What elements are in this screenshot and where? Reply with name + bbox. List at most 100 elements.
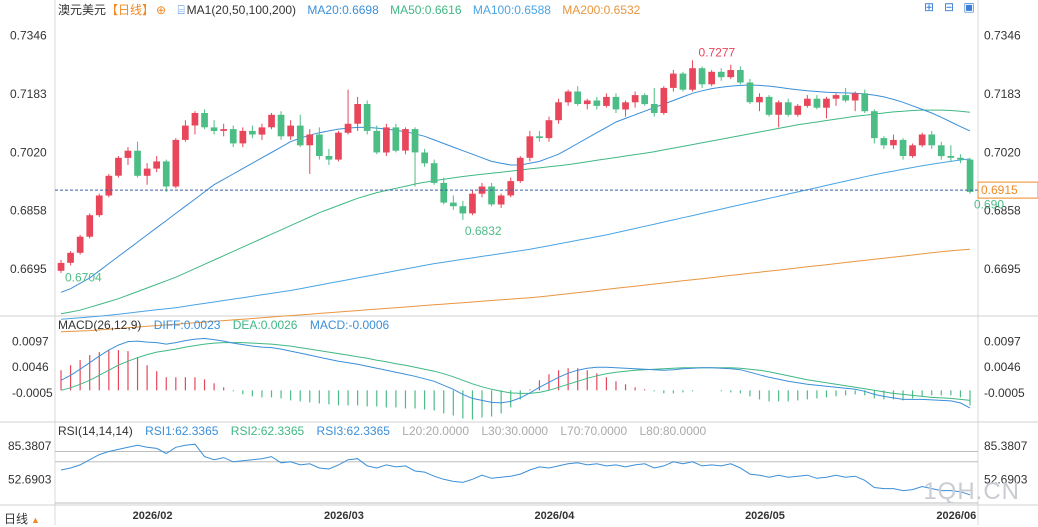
- candle-body: [440, 182, 448, 203]
- ma50-line: [60, 109, 971, 315]
- candle-body: [717, 71, 725, 78]
- candle-body: [249, 130, 256, 135]
- rsi-y-tick-right: 52.6903: [984, 473, 1028, 487]
- period-label[interactable]: 【日线】: [106, 3, 155, 17]
- candle-body: [105, 175, 113, 196]
- rsi-y-tick-left: 85.3807: [8, 439, 52, 453]
- candle-body: [689, 68, 696, 90]
- price-y-tick-left: 0.7346: [10, 29, 47, 43]
- candle-body: [411, 129, 419, 153]
- candle-body: [909, 145, 916, 157]
- candle-body: [804, 98, 811, 106]
- macd-name[interactable]: MACD(26,12,9): [58, 318, 142, 332]
- candle-body: [76, 236, 84, 253]
- candle-body: [928, 134, 936, 146]
- candle-body: [536, 136, 543, 139]
- rsi-l70-value: L70:70.0000: [560, 424, 628, 438]
- rsi-l30-value: L30:30.0000: [481, 424, 549, 438]
- rsi-y-tick-left: 52.6903: [8, 473, 52, 487]
- low-mid-annotation: 0.6832: [465, 224, 502, 238]
- candle-body: [526, 136, 534, 158]
- window-icon[interactable]: ▣: [963, 0, 975, 14]
- candle-body: [832, 95, 840, 99]
- rsi-l80-value: L80:80.0000: [639, 424, 707, 438]
- candle-body: [660, 87, 668, 113]
- candle-body: [507, 181, 515, 196]
- candle-body: [57, 262, 65, 271]
- split-icon[interactable]: ⊟: [943, 0, 955, 14]
- ma50-value: MA50:0.6616: [390, 3, 462, 17]
- x-tick-label: 2026/06: [936, 510, 976, 522]
- candle-body: [383, 127, 390, 153]
- macd-header: MACD(26,12,9) DIFF:0.0023 DEA:0.0026 MAC…: [58, 318, 398, 332]
- candle-body: [966, 159, 974, 192]
- price-y-tick-right: 0.7346: [984, 29, 1021, 43]
- ma-group-text: MA1(20,50,100,200): [186, 3, 297, 17]
- candle-body: [631, 95, 639, 103]
- x-tick-label: 2026/05: [745, 510, 785, 522]
- candle-body: [765, 96, 773, 115]
- candle-body: [469, 193, 476, 214]
- candle-body: [191, 113, 199, 126]
- candle-body: [641, 95, 648, 105]
- rsi3-value: RSI3:62.3365: [316, 424, 390, 438]
- candle-body: [583, 100, 591, 105]
- candle-body: [650, 104, 658, 113]
- candle-body: [459, 206, 467, 214]
- current-price-tag: 0.6915: [981, 183, 1018, 197]
- bottom-period-label[interactable]: 日线 ▲: [4, 510, 40, 527]
- candle-body: [67, 252, 74, 263]
- candle-body: [229, 129, 237, 144]
- candle-body: [115, 157, 122, 176]
- candle-body: [172, 139, 180, 187]
- rsi2-value: RSI2:62.3365: [230, 424, 305, 438]
- price-y-tick-right: 0.7183: [984, 87, 1021, 101]
- price-y-tick-right: 0.6695: [984, 262, 1021, 276]
- candle-body: [287, 125, 294, 137]
- macd-y-tick-left: 0.0097: [12, 335, 49, 349]
- macd-y-tick-left: 0.0046: [12, 360, 49, 374]
- candle-body: [124, 150, 132, 158]
- grid-icon[interactable]: ⊞: [923, 0, 935, 14]
- candle-body: [794, 105, 802, 115]
- period-settings-icon[interactable]: ⊕: [156, 3, 167, 17]
- macd-y-tick-right: -0.0005: [984, 386, 1025, 400]
- candle-body: [708, 71, 715, 85]
- candle-body: [296, 125, 304, 146]
- candle-body: [335, 132, 342, 160]
- rsi-line: [60, 443, 971, 496]
- high-annotation: 0.7277: [699, 45, 736, 59]
- candle-body: [402, 129, 409, 151]
- candle-body: [679, 73, 687, 90]
- low-start-annotation: 0.6704: [65, 271, 102, 285]
- candle-body: [392, 127, 400, 151]
- candle-body: [143, 168, 151, 176]
- candle-body: [239, 130, 247, 144]
- price-y-tick-left: 0.7020: [10, 145, 47, 159]
- candle-body: [756, 96, 763, 103]
- candle-body: [784, 102, 792, 115]
- candle-body: [363, 104, 371, 131]
- rsi-name[interactable]: RSI(14,14,14): [58, 424, 133, 438]
- ma-group-label[interactable]: ⌸ MA1(20,50,100,200): [177, 3, 296, 17]
- candle-body: [344, 123, 352, 133]
- ma-settings-icon: ⌸: [177, 3, 185, 17]
- caret-up-icon: ▲: [31, 515, 40, 525]
- price-y-tick-left: 0.6695: [10, 262, 47, 276]
- macd-diff-value: DIFF:0.0023: [153, 318, 221, 332]
- watermark-text: 1QH.CN: [923, 478, 1020, 505]
- toolbar-icons: ⊞ ⊟ ▣: [916, 0, 976, 14]
- candle-body: [612, 96, 620, 110]
- candle-body: [316, 134, 323, 156]
- price-y-tick-right: 0.7020: [984, 145, 1021, 159]
- candle-body: [220, 129, 227, 131]
- candle-body: [957, 157, 964, 160]
- price-y-tick-left: 0.7183: [10, 87, 47, 101]
- x-tick-label: 2026/03: [324, 510, 364, 522]
- candle-body: [325, 156, 333, 160]
- candle-body: [813, 98, 821, 108]
- candle-body: [306, 134, 314, 146]
- candle-body: [937, 145, 945, 157]
- candle-body: [890, 139, 897, 146]
